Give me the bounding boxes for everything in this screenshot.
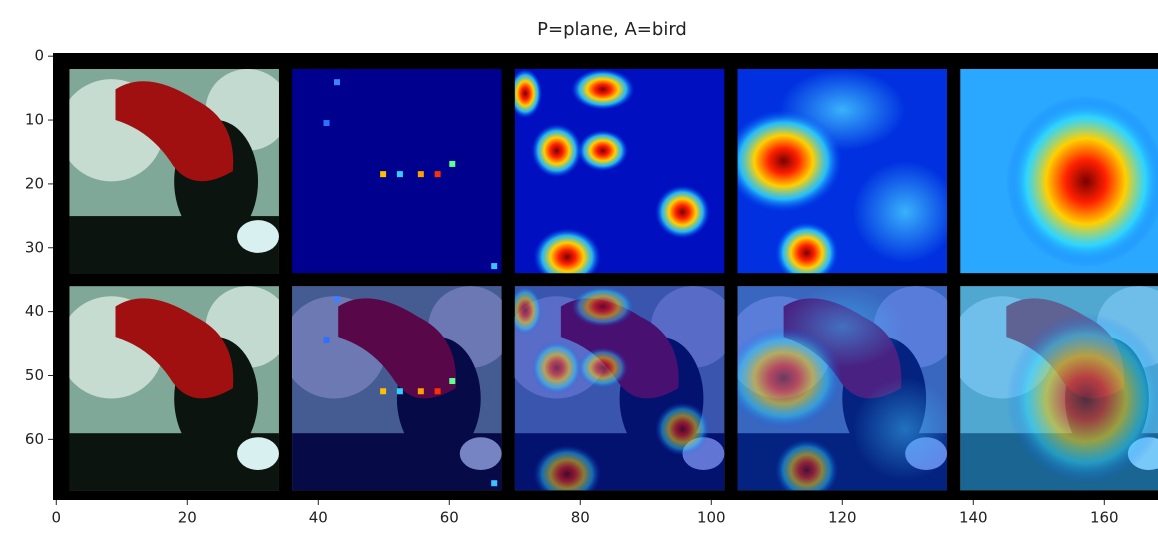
tile: [69, 68, 279, 274]
x-tick-label: 20: [178, 509, 197, 527]
blob: [514, 286, 543, 336]
blob: [737, 326, 843, 430]
blob: [571, 286, 635, 327]
y-tick-label: 50: [25, 366, 44, 384]
pixel: [333, 79, 340, 86]
tile: [737, 286, 948, 491]
tile: [69, 286, 279, 491]
blob: [531, 341, 582, 395]
blob: [775, 222, 839, 274]
tile: [514, 286, 725, 491]
blob: [655, 402, 710, 456]
blob: [531, 124, 582, 178]
pixel: [417, 388, 424, 395]
plot-area: [53, 53, 1158, 500]
blob: [1006, 312, 1158, 485]
x-tick-label: 140: [959, 509, 988, 527]
pixel: [396, 388, 403, 395]
x-tick-label: 60: [440, 509, 459, 527]
x-tick-label: 80: [571, 509, 590, 527]
blob: [1006, 95, 1158, 268]
blob: [533, 445, 601, 491]
x-tick-label: 120: [828, 509, 857, 527]
tile: [514, 68, 725, 274]
blob: [852, 160, 948, 264]
y-tick-label: 20: [25, 174, 44, 192]
pixel: [380, 388, 387, 395]
blob: [655, 185, 710, 239]
y-tick-label: 0: [34, 47, 44, 65]
bird: [338, 298, 456, 399]
bird: [115, 298, 234, 399]
blob: [237, 437, 279, 470]
pixel: [491, 480, 498, 487]
tile: [960, 68, 1158, 274]
pixel: [417, 171, 424, 178]
pixel: [434, 171, 441, 178]
y-tick-label: 60: [25, 430, 44, 448]
tile: [292, 286, 502, 491]
x-tick-label: 160: [1090, 509, 1119, 527]
tile: [960, 286, 1158, 491]
pixel: [380, 171, 387, 178]
blob: [852, 378, 948, 481]
blob: [514, 68, 543, 118]
y-tick-label: 30: [25, 238, 44, 256]
pixel: [449, 378, 456, 385]
blob: [737, 109, 843, 212]
pixel: [333, 296, 340, 303]
chart-title: P=plane, A=bird: [537, 19, 687, 40]
blob: [237, 220, 279, 253]
blob: [533, 228, 601, 274]
pixel: [434, 388, 441, 395]
y-tick-label: 10: [25, 111, 44, 129]
blob: [577, 347, 628, 389]
y-tick-label: 40: [25, 302, 44, 320]
x-tick-label: 0: [52, 509, 62, 527]
x-tick-label: 40: [309, 509, 328, 527]
pixel: [491, 263, 498, 270]
pixel: [449, 160, 456, 167]
blob: [571, 68, 635, 110]
blob: [577, 130, 628, 172]
blob: [459, 437, 502, 470]
x-tick-label: 100: [697, 509, 726, 527]
pixel: [396, 171, 403, 178]
pixel: [323, 337, 330, 344]
tile: [292, 68, 502, 274]
pixel: [323, 120, 330, 127]
tile: [737, 68, 948, 274]
blob: [775, 439, 839, 491]
bird: [115, 81, 234, 182]
